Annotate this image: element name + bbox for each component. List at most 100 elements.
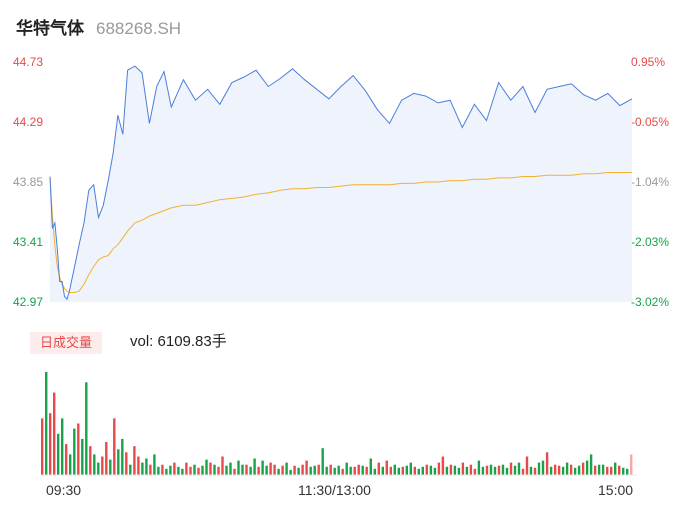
volume-bar xyxy=(213,464,216,475)
volume-bar xyxy=(513,465,517,475)
volume-bar xyxy=(153,454,156,475)
volume-bar xyxy=(281,465,284,475)
volume-bar xyxy=(557,465,561,475)
volume-bar xyxy=(421,466,424,475)
volume-bar xyxy=(517,462,521,475)
price-line xyxy=(49,65,633,301)
volume-bar xyxy=(565,462,569,475)
percent-tick-label: -2.03% xyxy=(631,235,670,249)
volume-bar xyxy=(626,468,629,475)
volume-bar xyxy=(369,458,372,475)
volume-bar xyxy=(265,465,268,475)
volume-bar xyxy=(610,466,613,475)
volume-bar xyxy=(593,465,597,475)
volume-bar xyxy=(581,462,585,475)
volume-bar xyxy=(189,466,192,475)
volume-bar xyxy=(185,462,188,475)
volume-bar xyxy=(433,467,437,475)
volume-bar xyxy=(201,465,204,475)
volume-tab[interactable]: 日成交量 xyxy=(30,332,103,354)
volume-bar xyxy=(489,464,493,475)
volume-bar xyxy=(233,468,236,475)
volume-bar xyxy=(537,462,541,475)
volume-bar xyxy=(105,442,108,475)
volume-bar xyxy=(169,465,172,475)
volume-bar xyxy=(525,456,529,475)
volume-bar xyxy=(577,465,581,475)
volume-bar xyxy=(477,460,481,475)
volume-bar xyxy=(101,456,104,475)
volume-bar xyxy=(237,460,240,475)
price-tick-label: 42.97 xyxy=(13,295,44,309)
volume-bar xyxy=(429,465,433,475)
volume-bar xyxy=(545,452,549,475)
volume-bar xyxy=(413,466,416,475)
volume-bar xyxy=(349,466,352,475)
volume-bar xyxy=(61,418,64,476)
volume-bar xyxy=(209,462,212,475)
volume-bar xyxy=(121,438,124,475)
x-tick-midday: 11:30/13:00 xyxy=(298,482,371,498)
stock-name: 华特气体 xyxy=(16,19,84,38)
volume-readout: vol: 6109.83手 xyxy=(130,333,227,350)
percent-tick-label: -0.05% xyxy=(631,115,670,129)
volume-bar xyxy=(69,454,72,475)
volume-bar xyxy=(129,464,132,475)
volume-bar xyxy=(229,462,232,475)
volume-bar xyxy=(597,464,601,475)
volume-bar xyxy=(630,454,633,475)
volume-bar xyxy=(485,465,489,475)
percent-tick-label: 0.95% xyxy=(631,55,666,69)
volume-bar xyxy=(457,467,461,475)
volume-bar xyxy=(81,438,84,475)
price-tick-label: 43.41 xyxy=(13,235,44,249)
volume-bar xyxy=(245,464,248,475)
volume-bar xyxy=(133,446,136,475)
volume-bar xyxy=(317,464,320,475)
volume-bar xyxy=(161,464,164,475)
volume-bar xyxy=(341,468,344,475)
volume-bar xyxy=(353,466,356,475)
volume-bar xyxy=(65,444,68,475)
volume-bar xyxy=(585,460,589,475)
volume-bar xyxy=(453,465,457,475)
stock-code: 688268.SH xyxy=(96,19,182,38)
volume-bar xyxy=(141,462,144,475)
volume-bar xyxy=(49,413,52,475)
percent-tick-label: -3.02% xyxy=(631,295,670,309)
volume-bar xyxy=(97,462,100,475)
volume-bar xyxy=(365,466,368,475)
volume-bar xyxy=(401,466,404,475)
volume-bar xyxy=(569,464,573,475)
volume-bar xyxy=(541,460,545,475)
volume-bar xyxy=(297,467,300,475)
volume-bar xyxy=(257,466,260,475)
volume-bar xyxy=(389,466,392,475)
volume-bar xyxy=(325,466,328,475)
volume-bar xyxy=(205,459,208,475)
volume-bar xyxy=(157,466,160,475)
volume-bar xyxy=(357,464,360,475)
volume-bar xyxy=(337,465,340,475)
volume-bar xyxy=(193,464,196,475)
average-price-line xyxy=(49,172,632,293)
volume-bar xyxy=(606,466,609,475)
volume-bar xyxy=(393,464,396,475)
volume-bar xyxy=(277,468,280,475)
volume-bar xyxy=(465,466,469,475)
volume-bar xyxy=(614,462,617,475)
volume-bar xyxy=(125,452,128,475)
volume-bar xyxy=(377,462,380,475)
volume-bar xyxy=(521,468,525,475)
volume-bar xyxy=(173,462,176,475)
volume-bar xyxy=(333,467,336,475)
volume-bar xyxy=(77,423,80,475)
volume-bar xyxy=(445,466,449,475)
volume-bar xyxy=(89,446,92,475)
volume-bar xyxy=(321,448,324,475)
volume-bar xyxy=(109,459,112,475)
volume-bar xyxy=(618,465,621,475)
volume-bar xyxy=(305,460,308,475)
volume-bar xyxy=(269,462,272,475)
